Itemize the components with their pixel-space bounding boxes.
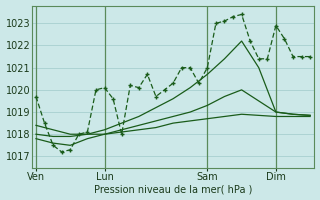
X-axis label: Pression niveau de la mer( hPa ): Pression niveau de la mer( hPa )	[94, 184, 252, 194]
